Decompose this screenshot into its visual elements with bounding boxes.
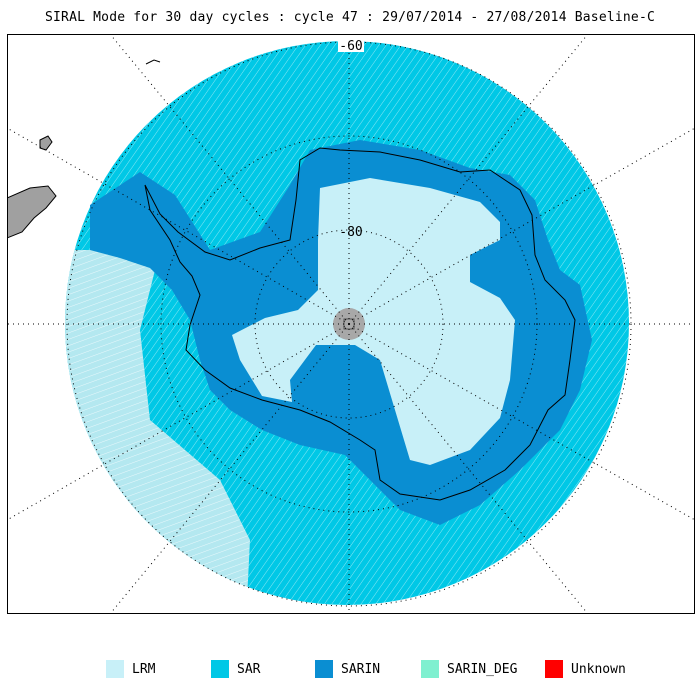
legend-label-sarin-deg: SARIN_DEG bbox=[447, 661, 518, 677]
legend-swatch-lrm bbox=[106, 660, 124, 678]
legend-item-unknown: Unknown bbox=[545, 658, 626, 680]
legend-swatch-sarin bbox=[315, 660, 333, 678]
polar-map: -60 -80 bbox=[7, 34, 695, 614]
legend-swatch-sar bbox=[211, 660, 229, 678]
legend-item-sar: SAR bbox=[211, 658, 260, 680]
south-georgia-land bbox=[145, 59, 161, 65]
legend-label-sarin: SARIN bbox=[341, 661, 381, 677]
legend: LRM SAR SARIN SARIN_DEG Unknown bbox=[0, 658, 700, 682]
legend-item-sarin: SARIN bbox=[315, 658, 380, 680]
legend-item-lrm: LRM bbox=[106, 658, 155, 680]
legend-label-sar: SAR bbox=[237, 661, 261, 677]
lat-label-80: -80 bbox=[339, 225, 362, 240]
legend-swatch-unknown bbox=[545, 660, 563, 678]
legend-swatch-sarin-deg bbox=[421, 660, 439, 678]
legend-label-unknown: Unknown bbox=[571, 661, 626, 677]
polar-map-svg: -60 -80 bbox=[7, 34, 695, 614]
map-title: SIRAL Mode for 30 day cycles : cycle 47 … bbox=[44, 10, 656, 25]
falklands-land bbox=[39, 135, 53, 151]
lrm-interior bbox=[232, 178, 515, 465]
south-america-land bbox=[7, 185, 57, 239]
lat-label-60: -60 bbox=[339, 39, 362, 54]
graticule bbox=[7, 34, 695, 614]
legend-item-sarin-deg: SARIN_DEG bbox=[421, 658, 517, 680]
legend-label-lrm: LRM bbox=[132, 661, 156, 677]
antarctica-coastline bbox=[144, 147, 576, 501]
